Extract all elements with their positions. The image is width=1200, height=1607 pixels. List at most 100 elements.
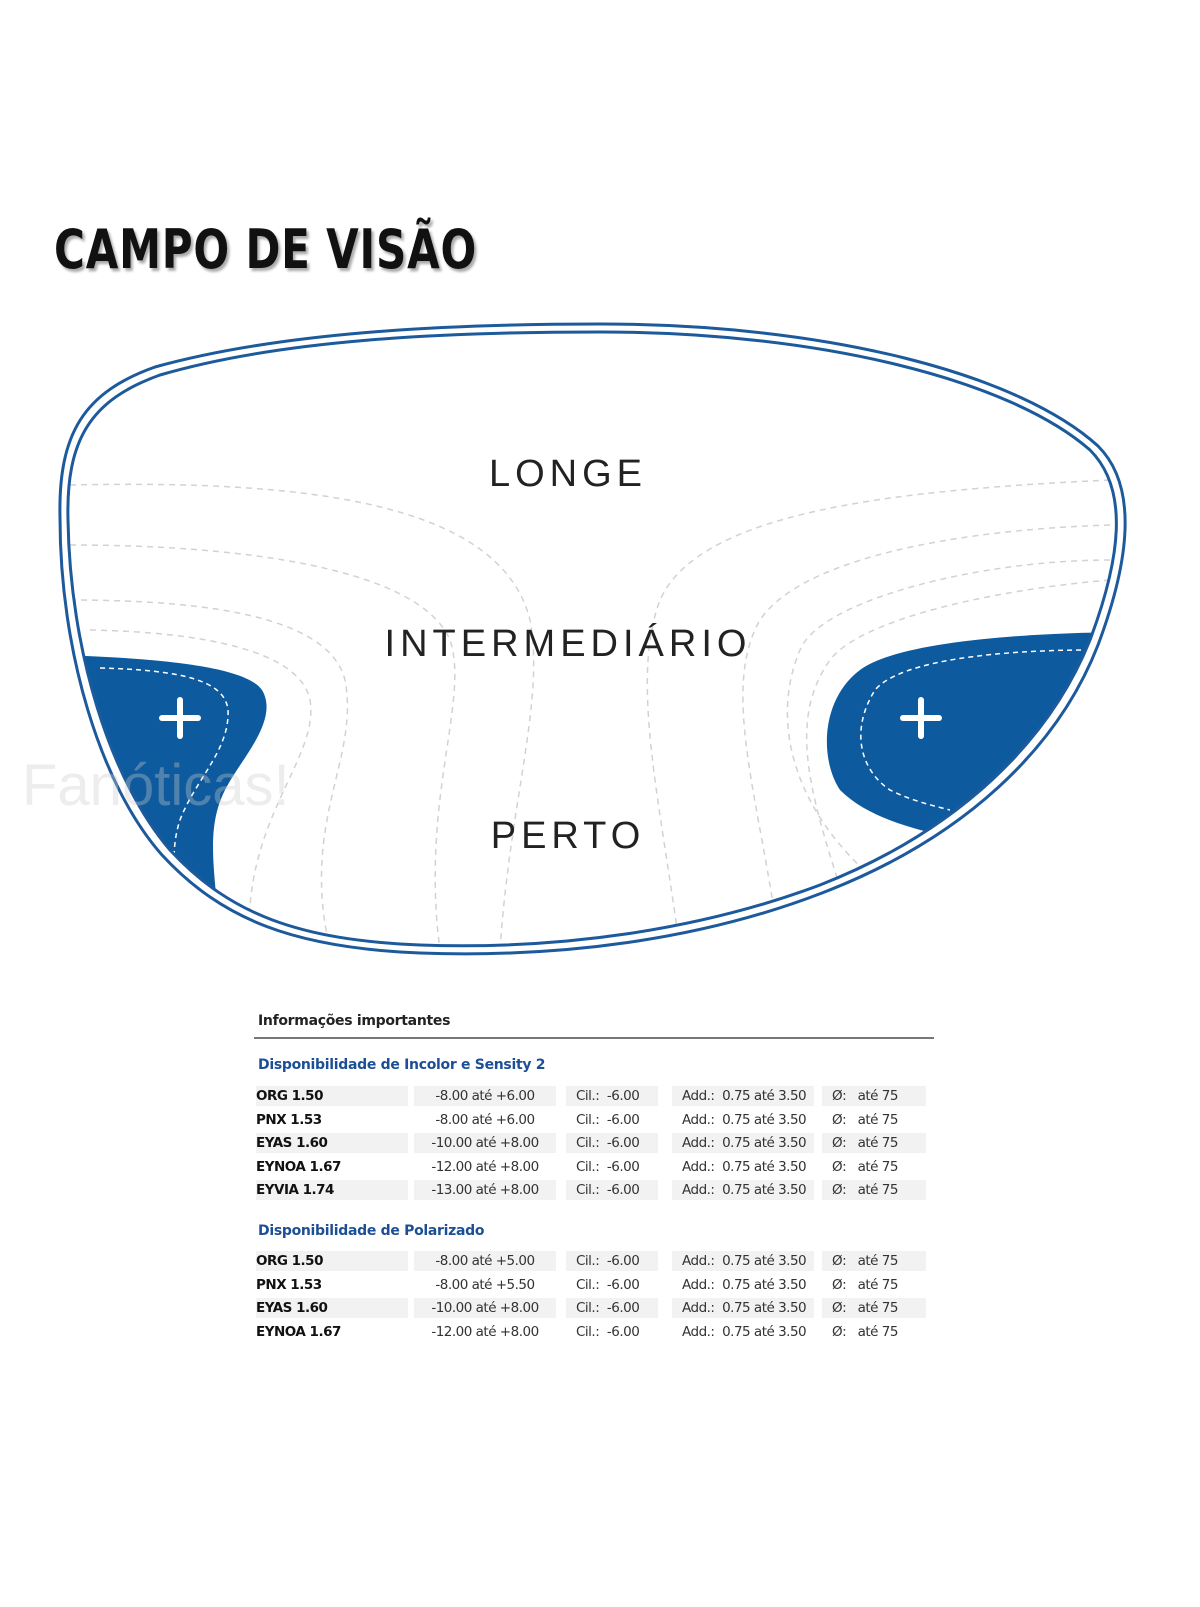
table-row: PNX 1.53 -8.00 até +5.50 Cil.: -6.00 Add.: … bbox=[256, 1275, 928, 1295]
cylinder-label: Cil.: bbox=[576, 1277, 600, 1293]
addition-value: 0.75 até 3.50 bbox=[722, 1300, 807, 1316]
cylinder-label: Cil.: bbox=[576, 1182, 600, 1198]
table-row: ORG 1.50 -8.00 até +6.00 Cil.: -6.00 Add.: … bbox=[256, 1086, 928, 1106]
diameter-value: até 75 bbox=[857, 1182, 899, 1198]
diameter-label: Ø: bbox=[832, 1277, 847, 1293]
zone-label-perto: PERTO bbox=[491, 815, 646, 857]
cylinder-value: -6.00 bbox=[606, 1112, 640, 1128]
cylinder-cell: Cil.: -6.00 bbox=[566, 1086, 658, 1106]
addition-cell: Add.: 0.75 até 3.50 bbox=[672, 1298, 814, 1318]
cylinder-label: Cil.: bbox=[576, 1324, 600, 1340]
table-row: EYAS 1.60 -10.00 até +8.00 Cil.: -6.00 Add.… bbox=[256, 1133, 928, 1153]
cylinder-label: Cil.: bbox=[576, 1135, 600, 1151]
addition-label: Add.: bbox=[682, 1300, 715, 1316]
addition-value: 0.75 até 3.50 bbox=[722, 1159, 807, 1175]
diameter-value: até 75 bbox=[857, 1112, 899, 1128]
plus-icon bbox=[900, 697, 942, 739]
diameter-cell: Ø: até 75 bbox=[822, 1275, 926, 1295]
info-title: Informações importantes bbox=[258, 1013, 451, 1029]
addition-cell: Add.: 0.75 até 3.50 bbox=[672, 1157, 814, 1177]
cylinder-label: Cil.: bbox=[576, 1088, 600, 1104]
diameter-label: Ø: bbox=[832, 1159, 847, 1175]
addition-value: 0.75 até 3.50 bbox=[722, 1135, 807, 1151]
cylinder-value: -6.00 bbox=[606, 1324, 640, 1340]
zone-label-longe: LONGE bbox=[489, 453, 647, 495]
page-title: CAMPO DE VISÃO bbox=[54, 218, 478, 281]
cylinder-cell: Cil.: -6.00 bbox=[566, 1110, 658, 1130]
section-title: Disponibilidade de Polarizado bbox=[258, 1223, 485, 1239]
diameter-cell: Ø: até 75 bbox=[822, 1110, 926, 1130]
lens-material: EYAS 1.60 bbox=[256, 1298, 408, 1318]
sphere-range: -13.00 até +8.00 bbox=[414, 1180, 556, 1200]
diameter-label: Ø: bbox=[832, 1182, 847, 1198]
sphere-range: -12.00 até +8.00 bbox=[431, 1324, 539, 1340]
lens-material: EYNOA 1.67 bbox=[256, 1159, 341, 1175]
sphere-range: -8.00 até +5.00 bbox=[414, 1251, 556, 1271]
addition-cell: Add.: 0.75 até 3.50 bbox=[672, 1110, 814, 1130]
cylinder-cell: Cil.: -6.00 bbox=[566, 1251, 658, 1271]
diameter-value: até 75 bbox=[857, 1277, 899, 1293]
lens-outline-inner bbox=[66, 330, 1118, 948]
table-row: PNX 1.53 -8.00 até +6.00 Cil.: -6.00 Add.: … bbox=[256, 1110, 928, 1130]
addition-label: Add.: bbox=[682, 1088, 715, 1104]
table-row: EYNOA 1.67 -12.00 até +8.00 Cil.: -6.00 Add… bbox=[256, 1157, 928, 1177]
cylinder-label: Cil.: bbox=[576, 1112, 600, 1128]
sphere-range: -10.00 até +8.00 bbox=[414, 1298, 556, 1318]
sphere-range: -8.00 até +6.00 bbox=[435, 1112, 535, 1128]
sphere-range: -10.00 até +8.00 bbox=[414, 1133, 556, 1153]
zone-label-intermediario: INTERMEDIÁRIO bbox=[385, 622, 752, 665]
addition-value: 0.75 até 3.50 bbox=[722, 1277, 807, 1293]
cylinder-cell: Cil.: -6.00 bbox=[566, 1322, 658, 1342]
diameter-cell: Ø: até 75 bbox=[822, 1251, 926, 1271]
addition-cell: Add.: 0.75 até 3.50 bbox=[672, 1251, 814, 1271]
diameter-cell: Ø: até 75 bbox=[822, 1157, 926, 1177]
lens-material: EYVIA 1.74 bbox=[256, 1180, 408, 1200]
section-title: Disponibilidade de Incolor e Sensity 2 bbox=[258, 1057, 546, 1073]
addition-label: Add.: bbox=[682, 1277, 715, 1293]
addition-cell: Add.: 0.75 até 3.50 bbox=[672, 1275, 814, 1295]
addition-label: Add.: bbox=[682, 1324, 715, 1340]
dashed-contours bbox=[69, 479, 1111, 946]
cylinder-value: -6.00 bbox=[606, 1253, 640, 1269]
diameter-value: até 75 bbox=[857, 1253, 899, 1269]
cylinder-value: -6.00 bbox=[606, 1159, 640, 1175]
watermark-logo: Fanóticas! bbox=[22, 753, 290, 818]
addition-label: Add.: bbox=[682, 1135, 715, 1151]
lens-material: ORG 1.50 bbox=[256, 1251, 408, 1271]
diameter-value: até 75 bbox=[857, 1159, 899, 1175]
addition-cell: Add.: 0.75 até 3.50 bbox=[672, 1322, 814, 1342]
sphere-range: -8.00 até +5.50 bbox=[435, 1277, 535, 1293]
lens-outline-outer bbox=[58, 322, 1127, 956]
addition-label: Add.: bbox=[682, 1253, 715, 1269]
diameter-label: Ø: bbox=[832, 1088, 847, 1104]
cylinder-value: -6.00 bbox=[606, 1300, 640, 1316]
diameter-label: Ø: bbox=[832, 1135, 847, 1151]
divider bbox=[254, 1037, 934, 1039]
cylinder-value: -6.00 bbox=[606, 1135, 640, 1151]
lens-material: EYAS 1.60 bbox=[256, 1133, 408, 1153]
diameter-value: até 75 bbox=[857, 1088, 899, 1104]
diameter-value: até 75 bbox=[857, 1300, 899, 1316]
sphere-range: -12.00 até +8.00 bbox=[431, 1159, 539, 1175]
table-row: EYNOA 1.67 -12.00 até +8.00 Cil.: -6.00 Add… bbox=[256, 1322, 928, 1342]
cylinder-label: Cil.: bbox=[576, 1300, 600, 1316]
sphere-range: -8.00 até +6.00 bbox=[414, 1086, 556, 1106]
diameter-cell: Ø: até 75 bbox=[822, 1322, 926, 1342]
cylinder-cell: Cil.: -6.00 bbox=[566, 1133, 658, 1153]
diameter-cell: Ø: até 75 bbox=[822, 1180, 926, 1200]
lens-material: ORG 1.50 bbox=[256, 1086, 408, 1106]
addition-label: Add.: bbox=[682, 1112, 715, 1128]
addition-cell: Add.: 0.75 até 3.50 bbox=[672, 1086, 814, 1106]
cylinder-label: Cil.: bbox=[576, 1159, 600, 1175]
cylinder-label: Cil.: bbox=[576, 1253, 600, 1269]
addition-label: Add.: bbox=[682, 1159, 715, 1175]
diameter-cell: Ø: até 75 bbox=[822, 1133, 926, 1153]
diameter-label: Ø: bbox=[832, 1324, 847, 1340]
lens-material: PNX 1.53 bbox=[256, 1112, 322, 1128]
table-row: EYVIA 1.74 -13.00 até +8.00 Cil.: -6.00 Add… bbox=[256, 1180, 928, 1200]
addition-value: 0.75 até 3.50 bbox=[722, 1112, 807, 1128]
cylinder-value: -6.00 bbox=[606, 1277, 640, 1293]
addition-value: 0.75 até 3.50 bbox=[722, 1182, 807, 1198]
addition-value: 0.75 até 3.50 bbox=[722, 1088, 807, 1104]
cylinder-value: -6.00 bbox=[606, 1088, 640, 1104]
